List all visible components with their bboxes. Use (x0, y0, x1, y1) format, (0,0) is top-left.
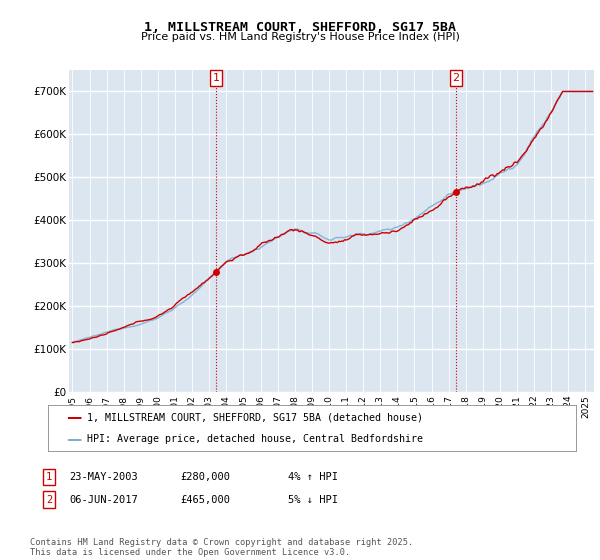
Text: 06-JUN-2017: 06-JUN-2017 (69, 494, 138, 505)
Text: 1, MILLSTREAM COURT, SHEFFORD, SG17 5BA: 1, MILLSTREAM COURT, SHEFFORD, SG17 5BA (144, 21, 456, 34)
Text: —: — (66, 410, 82, 425)
Text: —: — (66, 432, 82, 447)
Text: 5% ↓ HPI: 5% ↓ HPI (288, 494, 338, 505)
Text: 4% ↑ HPI: 4% ↑ HPI (288, 472, 338, 482)
Text: HPI: Average price, detached house, Central Bedfordshire: HPI: Average price, detached house, Cent… (87, 435, 423, 444)
Text: Price paid vs. HM Land Registry's House Price Index (HPI): Price paid vs. HM Land Registry's House … (140, 32, 460, 43)
Text: £465,000: £465,000 (180, 494, 230, 505)
Text: Contains HM Land Registry data © Crown copyright and database right 2025.
This d: Contains HM Land Registry data © Crown c… (30, 538, 413, 557)
Text: 1: 1 (46, 472, 52, 482)
Text: 1: 1 (212, 73, 220, 83)
Text: 1, MILLSTREAM COURT, SHEFFORD, SG17 5BA (detached house): 1, MILLSTREAM COURT, SHEFFORD, SG17 5BA … (87, 413, 423, 423)
Text: 23-MAY-2003: 23-MAY-2003 (69, 472, 138, 482)
Text: £280,000: £280,000 (180, 472, 230, 482)
Text: 2: 2 (452, 73, 460, 83)
Text: 2: 2 (46, 494, 52, 505)
